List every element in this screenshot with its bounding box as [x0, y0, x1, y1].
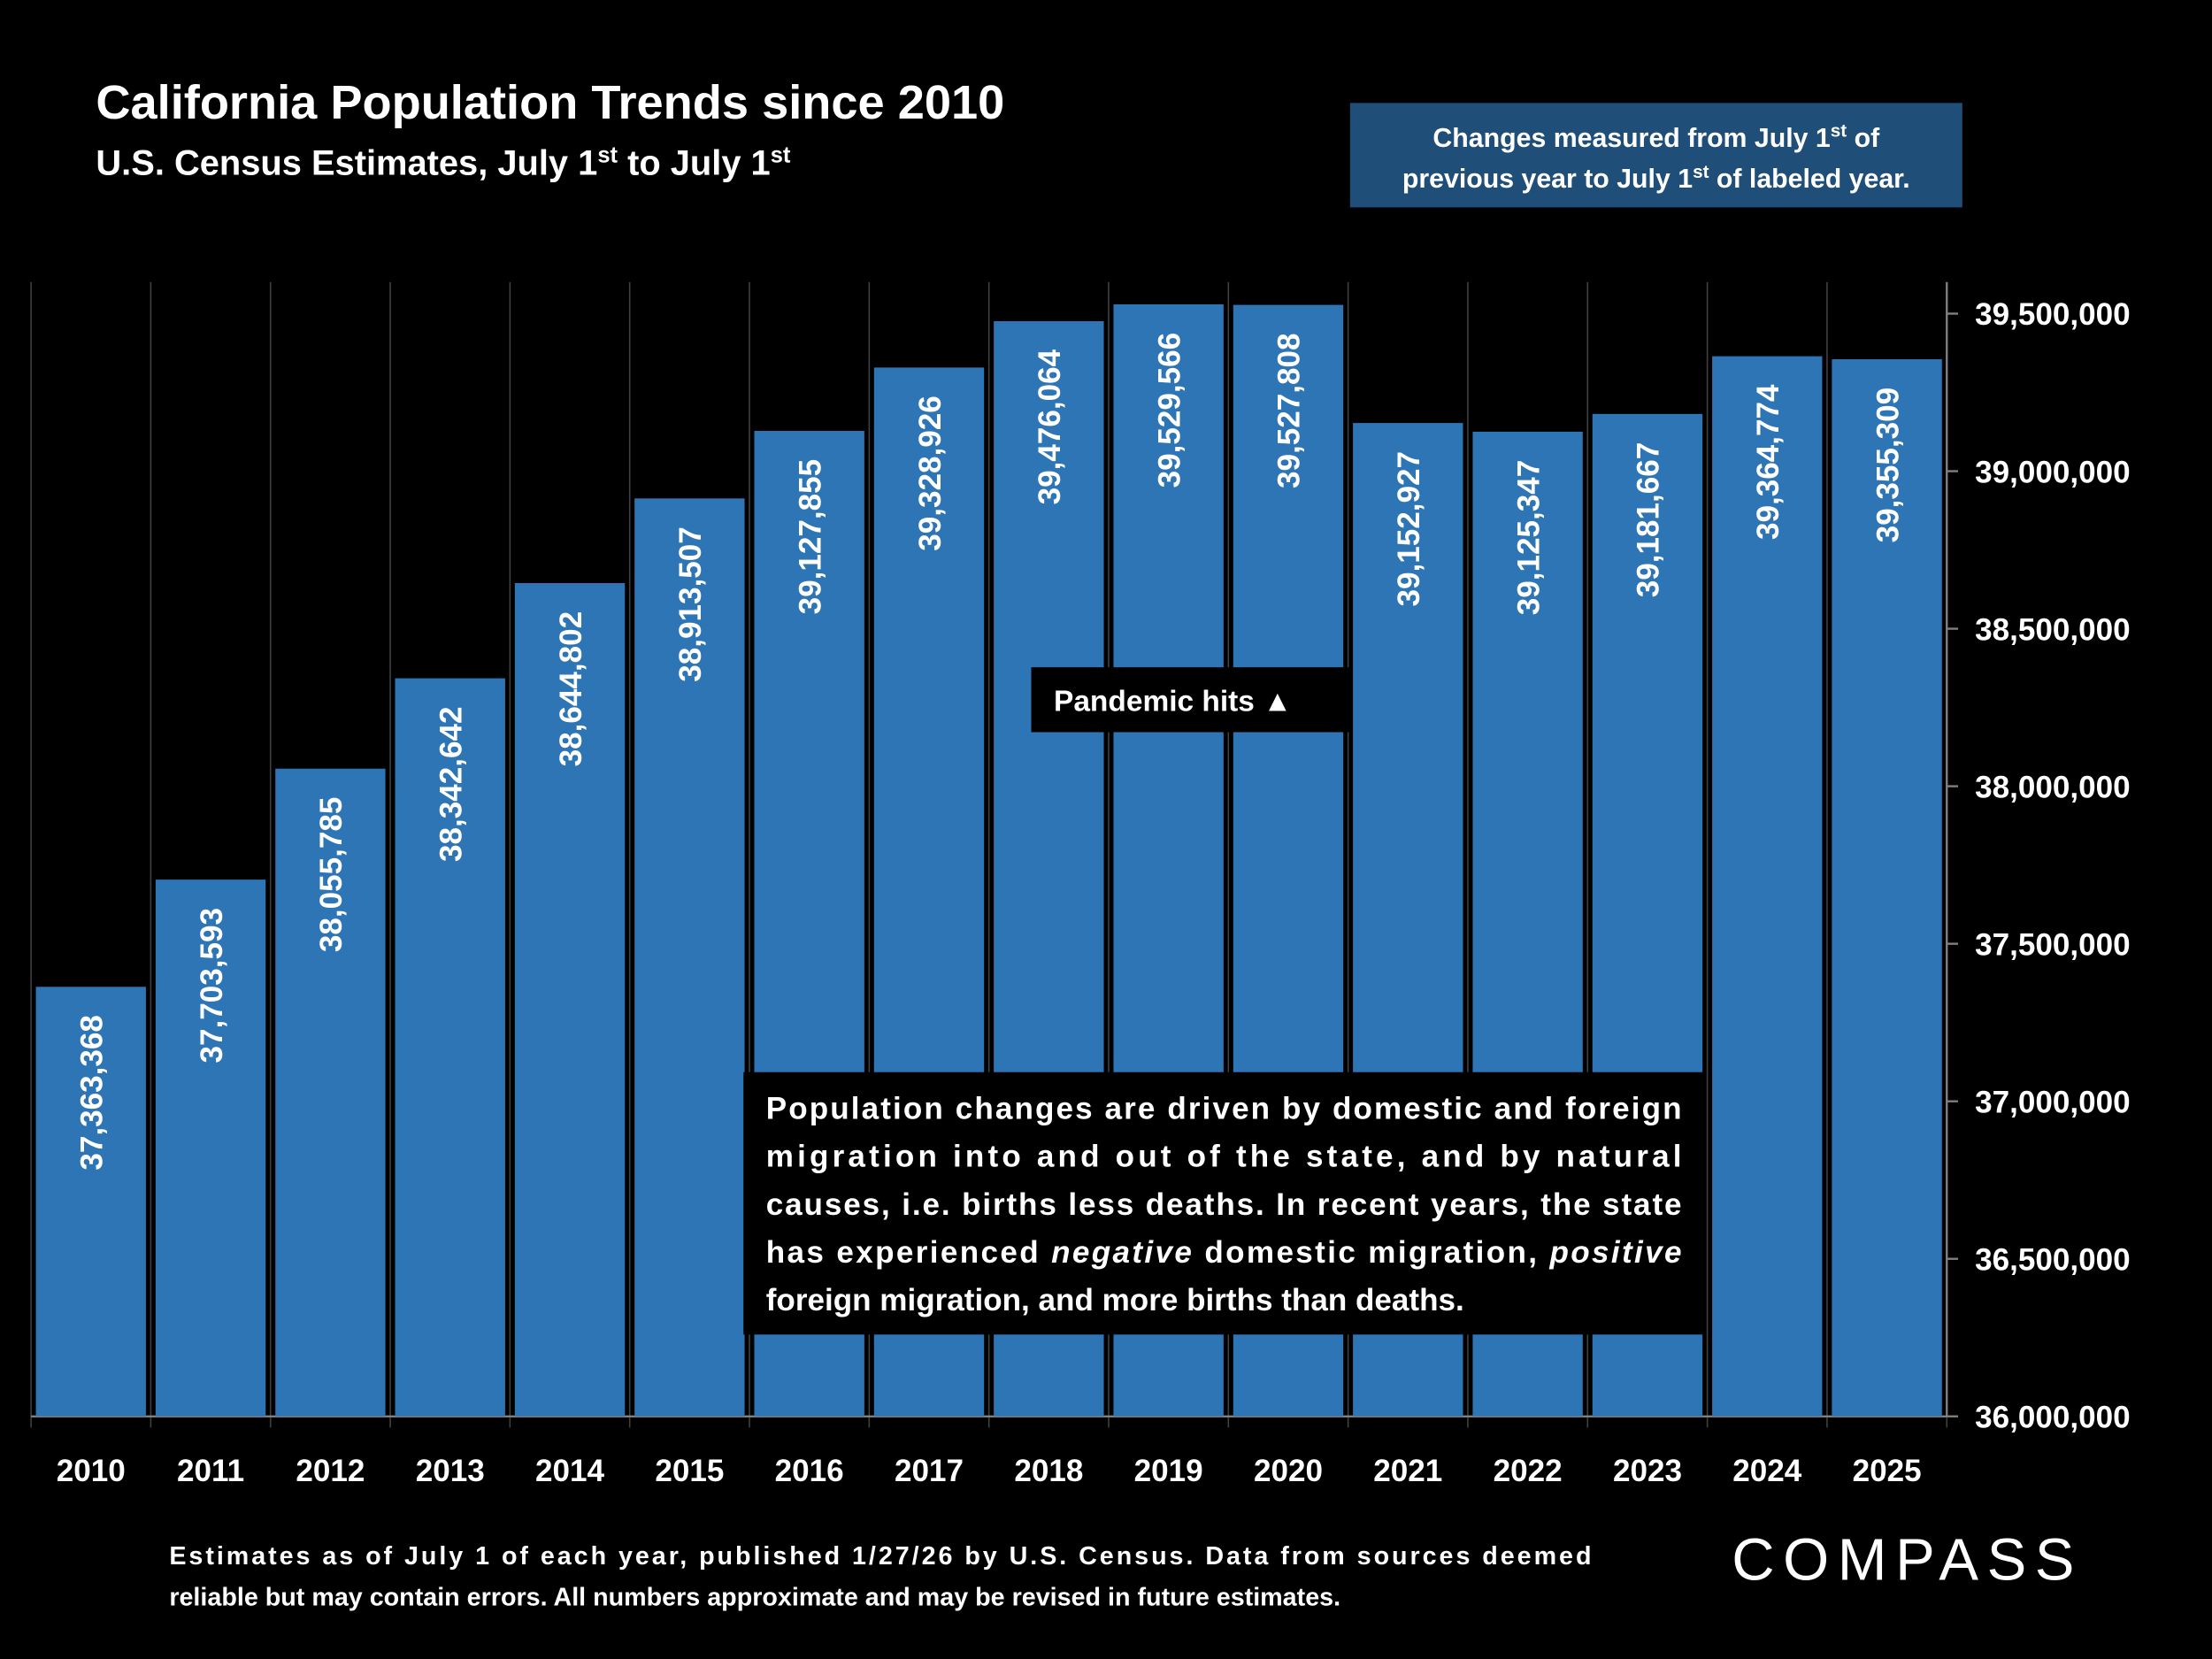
note-part: Changes measured from July 1: [1432, 124, 1830, 153]
explanation-part: Population changes are driven by domesti…: [766, 1091, 1682, 1125]
footnote: Estimates as of July 1 of each year, pub…: [169, 1542, 1591, 1571]
explanation-line: causes, i.e. births less deaths. In rece…: [766, 1187, 1682, 1222]
note-part: of labeled year.: [1709, 165, 1910, 194]
value-label: 39,127,855: [793, 459, 827, 614]
x-tick-label: 2015: [655, 1454, 724, 1488]
y-tick-label: 38,000,000: [1975, 770, 2130, 804]
value-label: 38,342,642: [434, 706, 468, 861]
note-line: Changes measured from July 1st of: [1432, 121, 1880, 153]
x-tick-label: 2025: [1853, 1454, 1922, 1488]
explanation-part: has experienced: [766, 1235, 1049, 1270]
y-tick-label: 37,500,000: [1975, 927, 2130, 962]
annotation-box: [1031, 667, 1350, 733]
logo: COMPASS: [1732, 1527, 2083, 1594]
explanation-line: migration into and out of the state, and…: [766, 1140, 1682, 1174]
explanation-part: foreign migration, and more births than …: [766, 1283, 1464, 1317]
value-label: 39,364,774: [1751, 384, 1786, 540]
note-box: [1349, 103, 1962, 208]
x-tick-label: 2024: [1732, 1454, 1802, 1488]
x-tick-label: 2016: [775, 1454, 844, 1488]
value-label: 39,181,667: [1632, 442, 1666, 597]
x-tick-label: 2023: [1613, 1454, 1682, 1488]
x-tick-label: 2018: [1014, 1454, 1083, 1488]
y-tick-label: 39,000,000: [1975, 455, 2130, 489]
x-tick-label: 2019: [1134, 1454, 1203, 1488]
chart-title: California Population Trends since 2010: [96, 76, 1004, 129]
x-tick-label: 2013: [416, 1454, 485, 1488]
footnote: reliable but may contain errors. All num…: [169, 1583, 1340, 1611]
value-label: 39,355,309: [1870, 388, 1905, 542]
value-label: 39,527,808: [1272, 333, 1307, 488]
subtitle-sup: st: [597, 142, 618, 167]
explanation-line: has experienced negative domestic migrat…: [766, 1235, 1682, 1270]
x-tick-label: 2011: [177, 1454, 244, 1488]
x-tick-label: 2020: [1254, 1454, 1323, 1488]
explanation-part: causes, i.e. births less deaths. In rece…: [766, 1187, 1682, 1222]
value-label: 39,529,566: [1152, 333, 1187, 488]
note-sup: st: [1693, 162, 1709, 182]
explanation-emphasis: negative: [1051, 1235, 1192, 1270]
subtitle-part: to July 1: [618, 144, 771, 183]
value-label: 39,152,927: [1392, 451, 1426, 606]
bar: [35, 987, 146, 1417]
explanation-line: Population changes are driven by domesti…: [766, 1091, 1682, 1125]
y-tick-label: 36,500,000: [1975, 1242, 2130, 1277]
y-tick-label: 37,000,000: [1975, 1085, 2130, 1119]
bar: [514, 583, 626, 1417]
y-tick-label: 36,000,000: [1975, 1401, 2130, 1435]
value-label: 39,328,926: [913, 396, 948, 550]
x-tick-label: 2012: [296, 1454, 365, 1488]
bar: [634, 498, 745, 1417]
note-part: of: [1847, 124, 1880, 153]
bar: [155, 879, 266, 1417]
x-tick-label: 2010: [57, 1454, 126, 1488]
subtitle-sup: st: [771, 142, 791, 167]
explanation-part: migration into and out of the state, and…: [766, 1140, 1682, 1174]
subtitle-part: U.S. Census Estimates, July 1: [96, 144, 597, 183]
note-part: previous year to July 1: [1402, 165, 1693, 194]
bar: [1712, 356, 1823, 1417]
bar: [1832, 359, 1942, 1417]
explanation-line: foreign migration, and more births than …: [766, 1283, 1464, 1317]
value-label: 39,476,064: [1033, 349, 1067, 504]
value-label: 37,703,593: [195, 908, 229, 1063]
y-tick-label: 38,500,000: [1975, 612, 2130, 647]
bar: [395, 678, 505, 1417]
x-tick-label: 2017: [895, 1454, 964, 1488]
explanation-part: domestic migration,: [1194, 1235, 1548, 1270]
note-sup: st: [1831, 121, 1847, 142]
y-tick-label: 39,500,000: [1975, 297, 2130, 332]
overlay: Pandemic hits ▲ Population changes are d…: [743, 667, 1703, 1335]
note-line: previous year to July 1st of labeled yea…: [1402, 162, 1910, 194]
value-label: 38,644,802: [554, 611, 588, 766]
explanation-emphasis: positive: [1548, 1235, 1681, 1270]
annotation: Pandemic hits ▲: [1054, 686, 1292, 718]
x-tick-label: 2014: [535, 1454, 605, 1488]
value-label: 39,125,347: [1511, 460, 1546, 615]
value-label: 38,913,507: [673, 526, 708, 681]
x-tick-label: 2021: [1373, 1454, 1442, 1488]
value-label: 38,055,785: [314, 797, 349, 952]
value-label: 37,363,368: [74, 1015, 109, 1170]
bar: [275, 768, 386, 1417]
chart-subtitle: U.S. Census Estimates, July 1st to July …: [96, 142, 790, 182]
explanation-box: [743, 1071, 1703, 1335]
x-tick-label: 2022: [1494, 1454, 1563, 1488]
